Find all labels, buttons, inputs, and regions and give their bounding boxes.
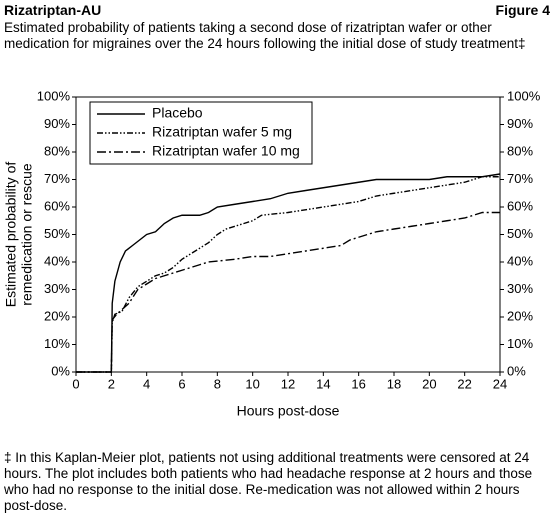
y2-tick-label: 100% xyxy=(507,88,541,103)
x-tick-label: 12 xyxy=(281,376,295,391)
y2-tick-label: 40% xyxy=(507,253,533,268)
series-line xyxy=(76,211,500,373)
y-tick-label: 10% xyxy=(44,336,70,351)
x-tick-label: 18 xyxy=(387,376,401,391)
y2-tick-label: 70% xyxy=(507,171,533,186)
x-tick-label: 22 xyxy=(457,376,471,391)
x-tick-label: 6 xyxy=(178,376,185,391)
y-tick-label: 70% xyxy=(44,171,70,186)
legend-label: Rizatriptan wafer 5 mg xyxy=(152,124,292,140)
legend-label: Placebo xyxy=(152,105,203,121)
x-tick-label: 2 xyxy=(108,376,115,391)
x-tick-label: 16 xyxy=(351,376,365,391)
x-tick-label: 4 xyxy=(143,376,150,391)
figure-label: Figure 4 xyxy=(495,2,550,18)
series-line xyxy=(76,176,500,373)
x-tick-label: 8 xyxy=(214,376,221,391)
y-tick-label: 30% xyxy=(44,281,70,296)
y-tick-label: 80% xyxy=(44,143,70,158)
y-tick-label: 20% xyxy=(44,308,70,323)
y2-tick-label: 30% xyxy=(507,281,533,296)
y-tick-label: 0% xyxy=(51,363,70,378)
chart-title: Estimated probability of patients taking… xyxy=(4,20,526,51)
series-line xyxy=(76,173,501,373)
y2-tick-label: 80% xyxy=(507,143,533,158)
y2-tick-label: 60% xyxy=(507,198,533,213)
x-axis-label: Hours post-dose xyxy=(237,403,340,419)
y2-tick-label: 20% xyxy=(507,308,533,323)
x-tick-label: 14 xyxy=(316,376,330,391)
x-tick-label: 24 xyxy=(493,376,507,391)
x-tick-label: 10 xyxy=(245,376,259,391)
y-tick-label: 50% xyxy=(44,226,70,241)
y-tick-label: 60% xyxy=(44,198,70,213)
y2-tick-label: 0% xyxy=(507,363,526,378)
y2-tick-label: 90% xyxy=(507,116,533,131)
y-tick-label: 90% xyxy=(44,116,70,131)
x-tick-label: 0 xyxy=(72,376,79,391)
y-tick-label: 100% xyxy=(37,88,71,103)
chart: 0% 0% 10% 10% 20% 20% 30% 30% 40% 40% 50% 50% 60% 60%… xyxy=(3,88,541,419)
footnote: ‡ In this Kaplan-Meier plot, patients no… xyxy=(4,450,533,513)
y-tick-label: 40% xyxy=(44,253,70,268)
y2-tick-label: 50% xyxy=(507,226,533,241)
y2-tick-label: 10% xyxy=(507,336,533,351)
x-tick-label: 20 xyxy=(422,376,436,391)
header: Rizatriptan-AU xyxy=(4,2,102,18)
y-axis-label: Estimated probability of xyxy=(3,162,19,308)
y-axis-label: remedication or rescue xyxy=(19,163,35,306)
legend-label: Rizatriptan wafer 10 mg xyxy=(152,143,300,159)
